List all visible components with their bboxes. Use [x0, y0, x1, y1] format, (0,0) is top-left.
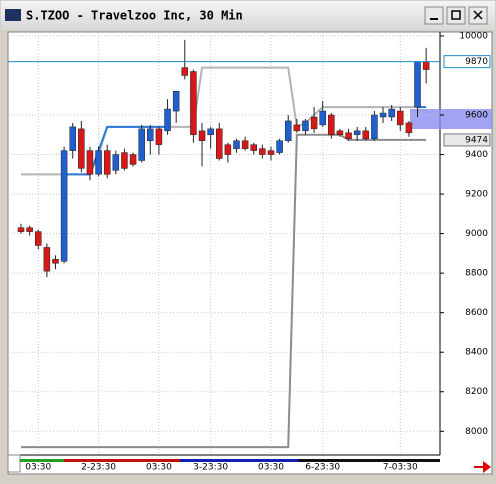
indicator-line [21, 133, 427, 449]
candle-body [397, 110, 404, 126]
x-tick-label: 7-03:30 [383, 463, 418, 473]
candle-body [414, 61, 421, 108]
window-buttons[interactable] [424, 6, 488, 25]
candle-body [172, 91, 180, 112]
candle-body [379, 112, 387, 118]
candle-body [190, 71, 197, 136]
y-tick-label: 9600 [465, 111, 488, 121]
price-label: 9474 [465, 135, 488, 145]
candle-body [267, 150, 275, 155]
candle-body [78, 128, 85, 169]
candle-body [164, 108, 171, 132]
candle-body [336, 130, 344, 136]
candle-body [95, 150, 102, 175]
candle-body [371, 114, 378, 139]
x-tick-label: 3-23:30 [193, 463, 228, 473]
candle-body [328, 114, 335, 136]
candle-body [43, 247, 51, 272]
candle-body [388, 108, 395, 118]
y-tick-label: 8800 [465, 269, 488, 279]
price-label: 9870 [465, 57, 488, 67]
candle-body [155, 128, 163, 145]
candle-body [181, 67, 189, 76]
candle-body [422, 61, 430, 70]
session-bar [64, 459, 180, 462]
candle-body [198, 130, 206, 141]
highlight-box [410, 109, 492, 129]
candle-body [34, 231, 42, 246]
candle-body [353, 130, 361, 136]
candle-body [26, 227, 33, 232]
title-bar [1, 1, 495, 30]
candle-body [138, 128, 145, 161]
candle-body [17, 227, 25, 232]
session-bar [20, 459, 64, 462]
candle-body [121, 152, 128, 169]
candle-body [319, 110, 326, 126]
candle-body [310, 116, 318, 130]
y-tick-label: 8200 [465, 387, 488, 397]
candle-body [345, 132, 352, 139]
candle-body [241, 140, 249, 149]
candle-body [293, 124, 301, 132]
candle-body [69, 126, 76, 151]
chart-title: S.TZOO - Travelzoo Inc, 30 Min [26, 9, 243, 23]
app-icon [5, 9, 21, 21]
candle-body [276, 140, 283, 153]
candle-body [52, 259, 59, 264]
price-box [443, 133, 491, 147]
candle-body [250, 144, 257, 151]
candle-body [60, 150, 68, 262]
candle-body [103, 150, 111, 175]
candle-body [216, 128, 223, 159]
icon [451, 10, 461, 20]
x-tick-label: 03:30 [146, 463, 172, 473]
x-tick-label: 03:30 [25, 463, 51, 473]
candle-body [207, 128, 214, 136]
y-tick-label: 8000 [465, 427, 488, 437]
candle-body [224, 144, 232, 155]
y-tick-label: 8400 [465, 348, 488, 358]
y-tick-label: 8600 [465, 308, 488, 318]
y-tick-label: 9400 [465, 150, 488, 160]
minimize-button[interactable] [424, 6, 444, 25]
x-tick-label: 03:30 [258, 463, 284, 473]
y-tick-label: 9200 [465, 190, 488, 200]
session-bar [180, 459, 298, 462]
x-tick-label: 6-23:30 [305, 463, 340, 473]
icon [473, 10, 483, 20]
maximize-button[interactable] [446, 6, 466, 25]
candle-body [302, 120, 309, 132]
y-tick-label: 10000 [459, 31, 488, 41]
candle-body [112, 154, 120, 171]
session-bar [298, 459, 440, 462]
plot-background [7, 31, 493, 475]
scroll-box[interactable] [7, 454, 21, 473]
x-tick-label: 2-23:30 [81, 463, 116, 473]
candle-body [129, 154, 137, 165]
candle-body [284, 120, 292, 141]
candle-body [405, 122, 413, 134]
price-box [443, 55, 491, 69]
y-tick-label: 9000 [465, 229, 488, 239]
candle-body [362, 130, 370, 139]
scroll-arrow[interactable] [474, 461, 491, 473]
candle-body [86, 150, 94, 175]
candle-body [147, 128, 154, 141]
candle-body [259, 148, 266, 155]
candle-body [233, 140, 240, 149]
